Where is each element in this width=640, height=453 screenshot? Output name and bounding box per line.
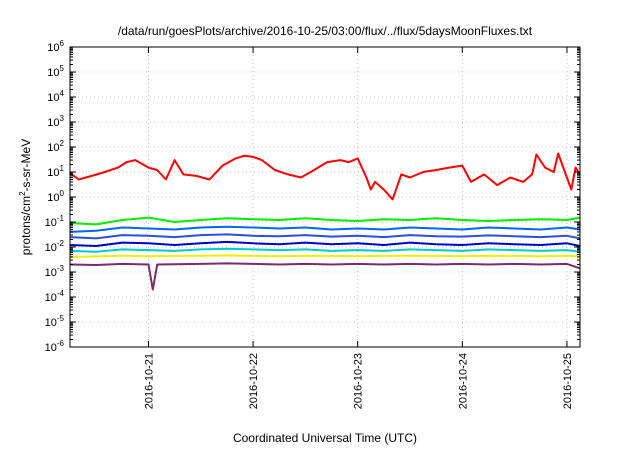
y-tick-label-exponent: 2 (60, 139, 65, 148)
series-line-1 (69, 152, 581, 201)
y-tick-label-exponent: 0 (60, 189, 65, 198)
x-axis-title: Coordinated Universal Time (UTC) (233, 431, 417, 445)
y-tick-label-base: 10 (45, 217, 57, 229)
y-tick-label: 10-2 (45, 239, 65, 254)
y-tick-label-exponent: -2 (57, 239, 65, 248)
y-tick-label-base: 10 (45, 267, 57, 279)
y-tick-label-exponent: -3 (57, 264, 65, 273)
y-tick-label-base: 10 (45, 292, 57, 304)
y-tick-label-exponent: 6 (60, 39, 65, 48)
y-tick-label-exponent: 5 (60, 64, 65, 73)
y-tick-label: 10-5 (45, 314, 65, 329)
y-tick-label-exponent: 4 (60, 89, 65, 98)
grid (70, 47, 580, 347)
y-tick-label: 105 (47, 64, 64, 79)
chart-title: /data/run/goesPlots/archive/2016-10-25/0… (118, 24, 533, 38)
series-line-4 (69, 233, 581, 240)
y-tick-label-base: 10 (45, 242, 57, 254)
y-tick-label: 103 (47, 114, 64, 129)
series-line-8 (69, 262, 581, 291)
y-tick-label-exponent: -6 (57, 339, 65, 348)
y-tick-label: 104 (47, 89, 64, 104)
y-tick-label-exponent: 1 (60, 164, 65, 173)
y-tick-label-base: 10 (47, 117, 59, 129)
y-tick-label: 100 (47, 189, 64, 204)
y-tick-label-base: 10 (47, 42, 59, 54)
y-axis-title-rest: -s-sr-MeV (19, 139, 33, 192)
x-tick-label: 2016-10-25 (562, 353, 574, 409)
y-tick-label-exponent: -5 (57, 314, 65, 323)
series-layer (69, 152, 581, 291)
x-tick-label: 2016-10-21 (143, 353, 155, 409)
x-tick-label: 2016-10-24 (457, 353, 469, 409)
y-tick-label-base: 10 (47, 67, 59, 79)
axes: 10610510410310210110010-110-210-310-410-… (45, 39, 580, 409)
x-tick-label: 2016-10-22 (248, 353, 260, 409)
y-tick-label-base: 10 (47, 92, 59, 104)
y-tick-label-base: 10 (45, 342, 57, 354)
series-line-3 (69, 225, 581, 233)
series-line-7 (69, 254, 581, 258)
y-tick-label-base: 10 (47, 167, 59, 179)
y-tick-label: 102 (47, 139, 64, 154)
y-axis-title-base: protons/cm (19, 196, 33, 255)
series-line-2 (69, 216, 581, 226)
y-tick-label-base: 10 (47, 192, 59, 204)
y-tick-label-base: 10 (45, 317, 57, 329)
y-tick-label: 101 (47, 164, 64, 179)
y-tick-label: 10-3 (45, 264, 65, 279)
y-tick-label: 106 (47, 39, 64, 54)
y-tick-label-base: 10 (47, 142, 59, 154)
series-line-6 (69, 247, 581, 253)
y-tick-label: 10-1 (45, 214, 65, 229)
y-tick-label-exponent: -4 (57, 289, 65, 298)
y-tick-label: 10-6 (45, 339, 65, 354)
y-tick-label-exponent: 3 (60, 114, 65, 123)
y-axis-title: protons/cm2-s-sr-MeV (18, 139, 33, 255)
y-tick-label: 10-4 (45, 289, 65, 304)
y-axis-title-sup: 2 (18, 191, 27, 196)
y-tick-label-exponent: -1 (57, 214, 65, 223)
series-line-5 (69, 240, 581, 247)
x-tick-label: 2016-10-23 (353, 353, 365, 409)
